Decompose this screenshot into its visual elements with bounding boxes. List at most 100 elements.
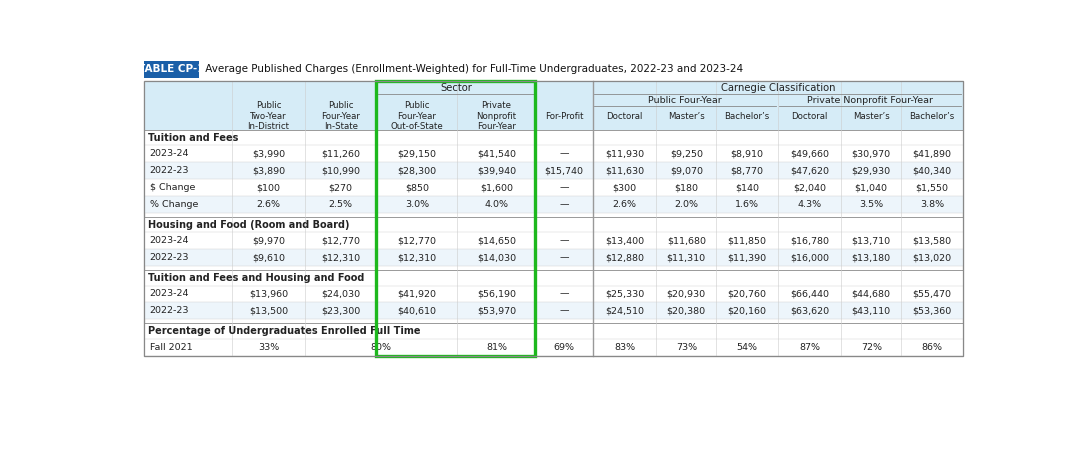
Bar bbox=[145, 163, 962, 179]
Bar bbox=[145, 217, 962, 233]
Text: $11,310: $11,310 bbox=[666, 253, 706, 262]
Bar bbox=[145, 196, 962, 213]
Text: $39,940: $39,940 bbox=[477, 166, 516, 175]
Text: $11,850: $11,850 bbox=[728, 236, 767, 245]
Text: For-Profit: For-Profit bbox=[545, 112, 583, 120]
Text: $20,930: $20,930 bbox=[666, 290, 706, 298]
Text: —: — bbox=[559, 149, 569, 158]
Bar bbox=[145, 179, 962, 196]
Text: $9,970: $9,970 bbox=[252, 236, 285, 245]
Text: $140: $140 bbox=[735, 183, 759, 192]
Text: Tuition and Fees and Housing and Food: Tuition and Fees and Housing and Food bbox=[148, 273, 365, 283]
Text: $41,540: $41,540 bbox=[477, 149, 516, 158]
Text: $11,630: $11,630 bbox=[605, 166, 644, 175]
Text: $8,910: $8,910 bbox=[730, 149, 764, 158]
Text: $20,760: $20,760 bbox=[728, 290, 767, 298]
Text: 3.8%: 3.8% bbox=[920, 200, 944, 209]
Text: 2022-23: 2022-23 bbox=[150, 253, 189, 262]
Text: 3.5%: 3.5% bbox=[860, 200, 883, 209]
Text: $300: $300 bbox=[612, 183, 636, 192]
Text: 86%: 86% bbox=[921, 343, 943, 352]
Text: Private
Nonprofit
Four-Year: Private Nonprofit Four-Year bbox=[476, 101, 516, 131]
Text: Average Published Charges (Enrollment-Weighted) for Full-Time Undergraduates, 20: Average Published Charges (Enrollment-We… bbox=[202, 64, 743, 74]
Text: $2,040: $2,040 bbox=[793, 183, 826, 192]
Text: $9,070: $9,070 bbox=[670, 166, 703, 175]
Bar bbox=[145, 270, 962, 285]
Text: 33%: 33% bbox=[258, 343, 279, 352]
Text: 2.5%: 2.5% bbox=[328, 200, 353, 209]
Text: Tuition and Fees: Tuition and Fees bbox=[148, 133, 239, 142]
Text: $1,600: $1,600 bbox=[480, 183, 513, 192]
Text: 83%: 83% bbox=[613, 343, 635, 352]
Text: —: — bbox=[559, 290, 569, 298]
Text: $13,960: $13,960 bbox=[248, 290, 288, 298]
Text: Sector: Sector bbox=[440, 83, 472, 92]
Text: Fall 2021: Fall 2021 bbox=[150, 343, 192, 352]
Text: Housing and Food (Room and Board): Housing and Food (Room and Board) bbox=[148, 219, 350, 230]
Text: Public
Four-Year
Out-of-State: Public Four-Year Out-of-State bbox=[391, 101, 443, 131]
Text: Doctoral: Doctoral bbox=[606, 112, 643, 120]
Text: $24,030: $24,030 bbox=[321, 290, 361, 298]
Bar bbox=[145, 323, 962, 339]
Text: Master’s: Master’s bbox=[667, 112, 704, 120]
Text: $63,620: $63,620 bbox=[789, 306, 829, 315]
Text: 2.0%: 2.0% bbox=[674, 200, 699, 209]
Text: $29,150: $29,150 bbox=[397, 149, 436, 158]
Text: $9,250: $9,250 bbox=[670, 149, 703, 158]
Text: $13,180: $13,180 bbox=[852, 253, 891, 262]
Text: —: — bbox=[559, 200, 569, 209]
Text: $13,500: $13,500 bbox=[248, 306, 288, 315]
Text: $28,300: $28,300 bbox=[397, 166, 436, 175]
Text: $41,890: $41,890 bbox=[913, 149, 951, 158]
Text: % Change: % Change bbox=[150, 200, 198, 209]
Text: $20,160: $20,160 bbox=[728, 306, 767, 315]
Bar bbox=[145, 303, 962, 319]
Text: $53,970: $53,970 bbox=[477, 306, 516, 315]
Text: 2.6%: 2.6% bbox=[256, 200, 281, 209]
Bar bbox=[145, 81, 962, 355]
Text: $16,000: $16,000 bbox=[789, 253, 829, 262]
Text: Bachelor’s: Bachelor’s bbox=[909, 112, 955, 120]
Text: $13,400: $13,400 bbox=[605, 236, 644, 245]
Bar bbox=[145, 81, 962, 130]
Text: —: — bbox=[559, 236, 569, 245]
Text: 2023-24: 2023-24 bbox=[150, 290, 189, 298]
Bar bbox=[145, 130, 962, 145]
Text: 80%: 80% bbox=[370, 343, 392, 352]
Text: 73%: 73% bbox=[676, 343, 697, 352]
Text: $30,970: $30,970 bbox=[852, 149, 891, 158]
Text: $180: $180 bbox=[674, 183, 699, 192]
Text: $56,190: $56,190 bbox=[477, 290, 516, 298]
Text: $49,660: $49,660 bbox=[789, 149, 829, 158]
Text: $12,880: $12,880 bbox=[605, 253, 644, 262]
Text: $12,310: $12,310 bbox=[321, 253, 361, 262]
Text: 2023-24: 2023-24 bbox=[150, 149, 189, 158]
Text: $23,300: $23,300 bbox=[321, 306, 361, 315]
Text: 2022-23: 2022-23 bbox=[150, 306, 189, 315]
Text: 2.6%: 2.6% bbox=[612, 200, 636, 209]
Text: Bachelor’s: Bachelor’s bbox=[725, 112, 770, 120]
Text: $ Change: $ Change bbox=[150, 183, 195, 192]
Text: 4.3%: 4.3% bbox=[797, 200, 822, 209]
Bar bbox=[145, 249, 962, 266]
Text: $53,360: $53,360 bbox=[913, 306, 951, 315]
Text: $3,990: $3,990 bbox=[252, 149, 285, 158]
Text: $10,990: $10,990 bbox=[321, 166, 360, 175]
Text: 4.0%: 4.0% bbox=[485, 200, 509, 209]
Text: $40,340: $40,340 bbox=[913, 166, 951, 175]
Text: 2023-24: 2023-24 bbox=[150, 236, 189, 245]
Text: $11,260: $11,260 bbox=[321, 149, 360, 158]
Text: Percentage of Undergraduates Enrolled Full Time: Percentage of Undergraduates Enrolled Fu… bbox=[148, 326, 421, 336]
Text: 87%: 87% bbox=[799, 343, 820, 352]
Text: Private Nonprofit Four-Year: Private Nonprofit Four-Year bbox=[807, 96, 933, 105]
Text: 81%: 81% bbox=[486, 343, 507, 352]
Text: Public Four-Year: Public Four-Year bbox=[648, 96, 723, 105]
Text: $12,770: $12,770 bbox=[397, 236, 436, 245]
Text: $9,610: $9,610 bbox=[252, 253, 285, 262]
Text: $1,040: $1,040 bbox=[854, 183, 888, 192]
Bar bbox=[145, 145, 962, 163]
Text: TABLE CP-1: TABLE CP-1 bbox=[138, 64, 205, 74]
Text: $12,310: $12,310 bbox=[397, 253, 436, 262]
Text: 69%: 69% bbox=[554, 343, 575, 352]
Text: $11,680: $11,680 bbox=[666, 236, 706, 245]
